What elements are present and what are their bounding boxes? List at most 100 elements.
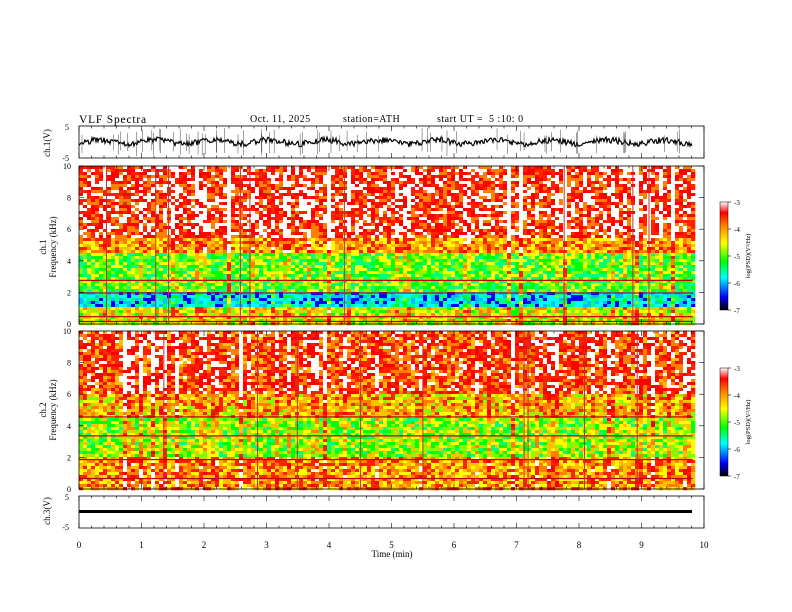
spec-cell	[367, 253, 372, 257]
spec-cell	[307, 175, 312, 179]
spec-cell	[131, 193, 136, 197]
spec-cell	[639, 205, 644, 209]
spec-cell	[319, 214, 324, 218]
spec-cell	[347, 202, 352, 206]
spec-cell	[403, 178, 408, 182]
spec-cell	[627, 211, 632, 215]
spec-cell	[463, 241, 468, 245]
spec-cell	[239, 184, 244, 188]
spec-cell	[255, 217, 260, 221]
spec-cell	[199, 232, 204, 236]
spec-cell	[459, 238, 464, 242]
spec-cell	[255, 169, 260, 173]
spec-cell	[563, 223, 568, 227]
spec-cell	[415, 178, 420, 182]
spec-cell	[399, 238, 404, 242]
spec-cell	[691, 229, 696, 233]
spec-cell	[295, 229, 300, 233]
spec-cell	[183, 214, 188, 218]
spec-cell	[151, 235, 156, 239]
spec-cell	[603, 220, 608, 224]
spec-cell	[407, 169, 412, 173]
spec-cell	[495, 199, 500, 203]
spec-cell	[559, 241, 564, 245]
spec-cell	[351, 187, 356, 191]
spec-cell	[103, 178, 108, 182]
spec-cell	[447, 226, 452, 230]
spec-cell	[395, 190, 400, 194]
spec-cell	[295, 193, 300, 197]
spec-cell	[351, 175, 356, 179]
spec-cell	[303, 199, 308, 203]
spec-cell	[627, 172, 632, 176]
spec-cell	[483, 229, 488, 233]
spec-cell	[159, 196, 164, 200]
spec-cell	[203, 202, 208, 206]
spec-cell	[127, 250, 132, 254]
spec-cell	[495, 193, 500, 197]
spec-cell	[611, 226, 616, 230]
spec-cell	[547, 199, 552, 203]
spec-cell	[535, 250, 540, 254]
spec-cell	[563, 232, 568, 236]
spec-cell	[355, 211, 360, 215]
spec-cell	[627, 178, 632, 182]
spec-cell	[259, 187, 264, 191]
spec-cell	[239, 178, 244, 182]
spec-cell	[271, 235, 276, 239]
spec-cell	[683, 220, 688, 224]
spec-cell	[183, 220, 188, 224]
spec-cell	[407, 217, 412, 221]
spec-cell	[643, 178, 648, 182]
spec-cell	[83, 187, 88, 191]
spec-cell	[367, 250, 372, 254]
spec-cell	[127, 241, 132, 245]
spec-cell	[491, 229, 496, 233]
spec-cell	[403, 202, 408, 206]
spec-cell	[483, 250, 488, 254]
spec-cell	[599, 169, 604, 173]
spec-cell	[679, 172, 684, 176]
spec-cell	[587, 217, 592, 221]
spec-cell	[319, 211, 324, 215]
spec-cell	[279, 244, 284, 248]
spec-cell	[591, 184, 596, 188]
spec-cell	[323, 211, 328, 215]
spec-cell	[507, 211, 512, 215]
spec-cell	[511, 193, 516, 197]
spec-cell	[247, 229, 252, 233]
spec-cell	[355, 250, 360, 254]
spec-cell	[407, 196, 412, 200]
spec-cell	[323, 178, 328, 182]
spec-cell	[475, 250, 480, 254]
spec-cell	[463, 175, 468, 179]
spec-cell	[223, 199, 228, 203]
spec-cell	[147, 169, 152, 173]
spec-cell	[599, 196, 604, 200]
spec-cell	[147, 226, 152, 230]
spec-cell	[123, 235, 128, 239]
spec-cell	[547, 247, 552, 251]
spec-cell	[171, 241, 176, 245]
spec-cell	[191, 226, 196, 230]
spec-cell	[527, 238, 532, 242]
spec-cell	[123, 247, 128, 251]
spec-cell	[395, 226, 400, 230]
spec-cell	[371, 199, 376, 203]
spec-cell	[651, 178, 656, 182]
spec-cell	[463, 166, 468, 170]
spec-cell	[295, 226, 300, 230]
spec-cell	[683, 250, 688, 254]
spec-cell	[275, 226, 280, 230]
spec-cell	[439, 205, 444, 209]
spec-cell	[399, 202, 404, 206]
spec-cell	[615, 166, 620, 170]
spec-cell	[95, 256, 100, 260]
spec-cell	[567, 232, 572, 236]
spec-cell	[319, 208, 324, 212]
spec-cell	[175, 223, 180, 227]
spec-cell	[531, 190, 536, 194]
spec-cell	[359, 244, 364, 248]
spec-cell	[615, 184, 620, 188]
spec-cell	[259, 229, 264, 233]
